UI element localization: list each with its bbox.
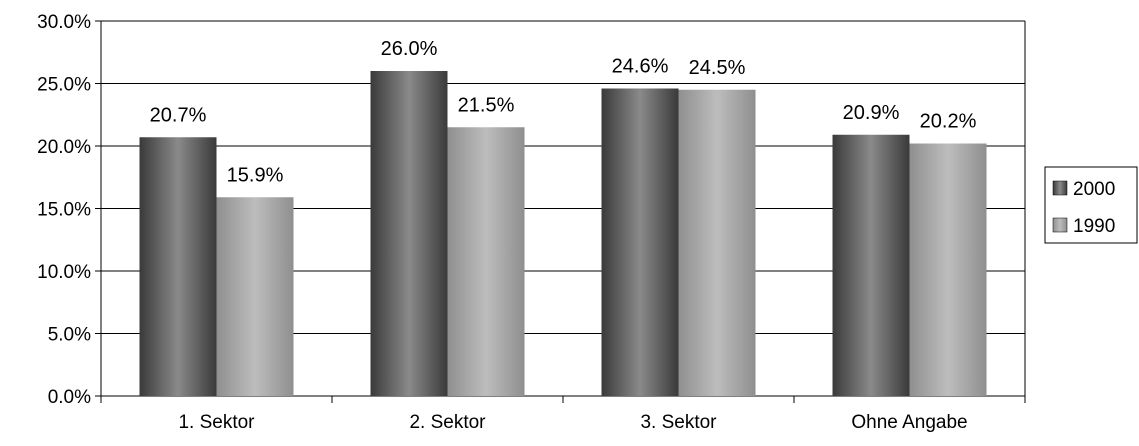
legend: 2000 1990 (1044, 166, 1138, 244)
data-label: 24.6% (612, 56, 669, 78)
y-tick-label: 30.0% (37, 12, 91, 33)
y-tick-label: 10.0% (37, 262, 91, 283)
bars (139, 71, 987, 396)
bar-2000 (139, 137, 217, 396)
y-tick-label: 20.0% (37, 137, 91, 158)
y-tick-label: 25.0% (37, 75, 91, 96)
bar-1990 (216, 197, 294, 396)
data-label: 20.7% (150, 104, 207, 126)
legend-swatch-2000 (1052, 180, 1068, 196)
data-label: 24.5% (689, 57, 746, 79)
bar-1990 (447, 127, 525, 396)
bar-1990 (678, 89, 756, 396)
bar-2000 (832, 134, 910, 396)
x-tick-label: Ohne Angabe (851, 412, 967, 433)
x-tick-label: 3. Sektor (640, 412, 717, 433)
axes: 0.0% 5.0% 10.0% 15.0% 20.0% 25.0% 30.0% 1. Sekt… (37, 12, 1026, 433)
legend-label-2000: 2000 (1073, 179, 1115, 200)
data-label: 20.2% (920, 111, 977, 133)
data-label: 15.9% (227, 164, 284, 186)
data-label: 21.5% (458, 94, 515, 116)
data-labels: 20.7% 15.9% 26.0% 21.5% 24.6% 24.5% 20.9% 20.2% (150, 38, 977, 186)
bar-1990 (909, 143, 987, 396)
bar-2000 (370, 71, 448, 396)
bar-2000 (601, 88, 679, 396)
x-tick-label: 2. Sektor (409, 412, 486, 433)
data-label: 20.9% (843, 102, 900, 124)
legend-swatch-1990 (1052, 217, 1068, 233)
x-tick-label: 1. Sektor (178, 412, 255, 433)
data-label: 26.0% (381, 38, 438, 60)
y-tick-label: 0.0% (48, 387, 91, 408)
y-tick-label: 5.0% (48, 325, 91, 346)
legend-label-1990: 1990 (1073, 216, 1115, 237)
y-tick-label: 15.0% (37, 200, 91, 221)
